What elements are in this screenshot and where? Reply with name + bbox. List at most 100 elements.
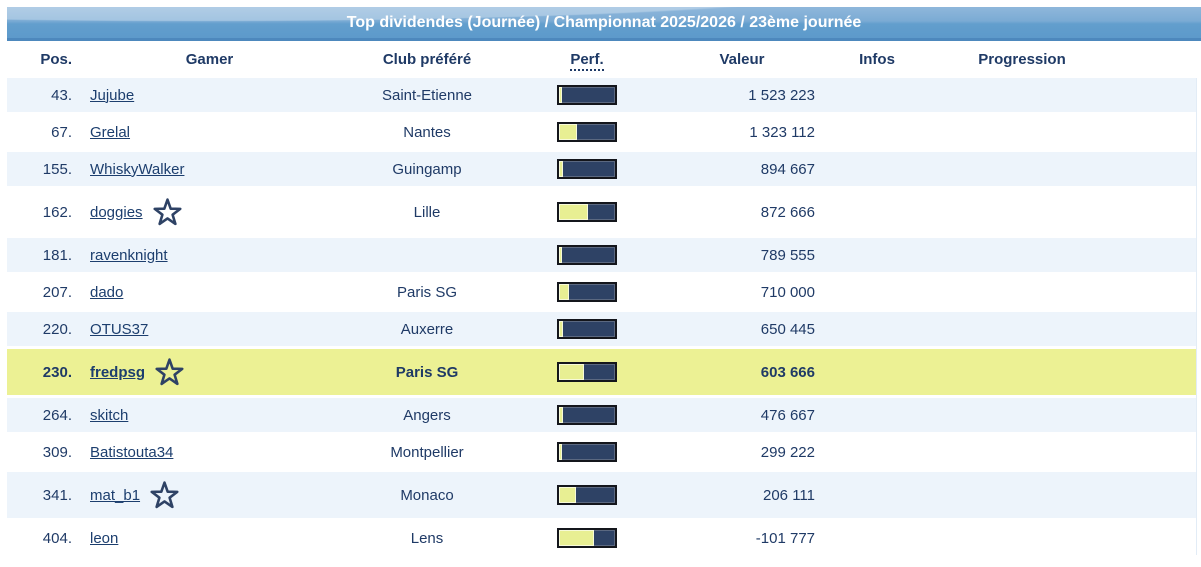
perf-cell bbox=[517, 202, 657, 222]
pos-cell: 181. bbox=[42, 246, 72, 264]
gamer-cell: leon bbox=[82, 530, 337, 547]
value-cell: 710 000 bbox=[760, 283, 815, 301]
gamer-link[interactable]: doggies bbox=[90, 203, 143, 221]
club-cell: Nantes bbox=[403, 123, 451, 141]
perf-bar-fill bbox=[559, 530, 595, 546]
club-cell: Montpellier bbox=[390, 443, 464, 461]
gamer-link[interactable]: fredpsg bbox=[90, 363, 146, 381]
value-cell: 789 555 bbox=[760, 246, 815, 264]
gamer-cell: fredpsg bbox=[82, 356, 337, 388]
column-header-gamer: Gamer bbox=[185, 51, 234, 68]
table-row: 264. skitch Angers 476 667 bbox=[7, 398, 1196, 432]
gamer-cell: WhiskyWalker bbox=[82, 161, 337, 178]
gamer-cell: OTUS37 bbox=[82, 321, 337, 338]
column-header-club: Club préféré bbox=[382, 51, 472, 68]
table-row: 220. OTUS37 Auxerre 650 445 bbox=[7, 312, 1196, 346]
perf-bar bbox=[557, 159, 617, 179]
perf-cell bbox=[517, 159, 657, 179]
table-row: 230. fredpsg Paris SG 603 666 bbox=[7, 349, 1196, 395]
perf-cell bbox=[517, 442, 657, 462]
club-cell: Guingamp bbox=[392, 160, 462, 178]
perf-bar-fill bbox=[559, 444, 562, 460]
perf-cell bbox=[517, 85, 657, 105]
perf-bar bbox=[557, 442, 617, 462]
table-row: 309. Batistouta34 Montpellier 299 222 bbox=[7, 435, 1196, 469]
table-row: 181. ravenknight 789 555 bbox=[7, 238, 1196, 272]
column-header-perf: Perf. bbox=[517, 51, 657, 71]
perf-bar bbox=[557, 528, 617, 548]
perf-tooltip-label[interactable]: Perf. bbox=[570, 51, 604, 71]
pos-cell: 309. bbox=[42, 443, 72, 461]
gamer-cell: mat_b1 bbox=[82, 479, 337, 511]
table-body: 43. Jujube Saint-Etienne 1 523 223 67. G… bbox=[7, 78, 1197, 555]
table-title-bar: Top dividendes (Journée) / Championnat 2… bbox=[7, 7, 1201, 41]
gamer-link[interactable]: skitch bbox=[90, 406, 129, 424]
value-cell: 872 666 bbox=[760, 203, 815, 221]
table-row: 341. mat_b1 Monaco 206 111 bbox=[7, 472, 1196, 518]
value-cell: 894 667 bbox=[760, 160, 815, 178]
perf-bar-fill bbox=[559, 161, 564, 177]
perf-bar bbox=[557, 362, 617, 382]
gamer-link[interactable]: ravenknight bbox=[90, 246, 168, 264]
perf-bar-fill bbox=[559, 284, 569, 300]
pos-cell: 207. bbox=[42, 283, 72, 301]
perf-bar-fill bbox=[559, 407, 564, 423]
gamer-link[interactable]: Grelal bbox=[90, 123, 131, 141]
pos-cell: 230. bbox=[42, 363, 72, 381]
gamer-link[interactable]: WhiskyWalker bbox=[90, 160, 185, 178]
perf-bar bbox=[557, 485, 617, 505]
perf-cell bbox=[517, 319, 657, 339]
perf-cell bbox=[517, 245, 657, 265]
favorite-star-icon[interactable] bbox=[152, 196, 183, 228]
gamer-cell: Grelal bbox=[82, 124, 337, 141]
pos-cell: 264. bbox=[42, 406, 72, 424]
value-cell: 206 111 bbox=[763, 486, 815, 504]
gamer-cell: dado bbox=[82, 284, 337, 301]
column-header-valeur: Valeur bbox=[719, 51, 765, 68]
value-cell: 1 323 112 bbox=[749, 123, 815, 141]
value-cell: 1 523 223 bbox=[748, 86, 815, 104]
ranking-table: Top dividendes (Journée) / Championnat 2… bbox=[7, 7, 1201, 555]
table-row: 155. WhiskyWalker Guingamp 894 667 bbox=[7, 152, 1196, 186]
gamer-link[interactable]: dado bbox=[90, 283, 124, 301]
table-row: 207. dado Paris SG 710 000 bbox=[7, 275, 1196, 309]
perf-bar bbox=[557, 282, 617, 302]
column-header-infos: Infos bbox=[859, 51, 895, 68]
club-cell: Saint-Etienne bbox=[381, 86, 473, 104]
pos-cell: 162. bbox=[42, 203, 72, 221]
gamer-link[interactable]: OTUS37 bbox=[90, 320, 149, 338]
value-cell: 476 667 bbox=[760, 406, 815, 424]
gamer-cell: ravenknight bbox=[82, 247, 337, 264]
page-title: Top dividendes (Journée) / Championnat 2… bbox=[346, 13, 862, 31]
club-cell: Lille bbox=[413, 203, 441, 221]
value-cell: 299 222 bbox=[760, 443, 815, 461]
perf-cell bbox=[517, 362, 657, 382]
perf-cell bbox=[517, 485, 657, 505]
perf-bar bbox=[557, 202, 617, 222]
perf-bar-fill bbox=[559, 247, 563, 263]
pos-cell: 341. bbox=[42, 486, 72, 504]
perf-bar-fill bbox=[559, 321, 564, 337]
perf-cell bbox=[517, 122, 657, 142]
gamer-cell: Jujube bbox=[82, 87, 337, 104]
club-cell: Paris SG bbox=[396, 283, 457, 301]
column-header-progression: Progression bbox=[978, 51, 1066, 68]
value-cell: -101 777 bbox=[755, 529, 815, 547]
pos-cell: 404. bbox=[42, 529, 72, 547]
perf-bar bbox=[557, 85, 617, 105]
favorite-star-icon[interactable] bbox=[154, 356, 185, 388]
club-cell: Lens bbox=[410, 529, 444, 547]
club-cell: Angers bbox=[403, 406, 451, 424]
gamer-link[interactable]: Jujube bbox=[90, 86, 135, 104]
column-header-row: Pos. Gamer Club préféré Perf. Valeur Inf… bbox=[7, 41, 1196, 78]
gamer-cell: doggies bbox=[82, 196, 337, 228]
favorite-star-icon[interactable] bbox=[149, 479, 180, 511]
pos-cell: 220. bbox=[42, 320, 72, 338]
perf-cell bbox=[517, 282, 657, 302]
gamer-link[interactable]: mat_b1 bbox=[90, 486, 141, 504]
table-row: 404. leon Lens -101 777 bbox=[7, 521, 1196, 555]
gamer-cell: skitch bbox=[82, 407, 337, 424]
perf-bar-fill bbox=[559, 204, 589, 220]
gamer-link[interactable]: Batistouta34 bbox=[90, 443, 174, 461]
gamer-link[interactable]: leon bbox=[90, 529, 119, 547]
